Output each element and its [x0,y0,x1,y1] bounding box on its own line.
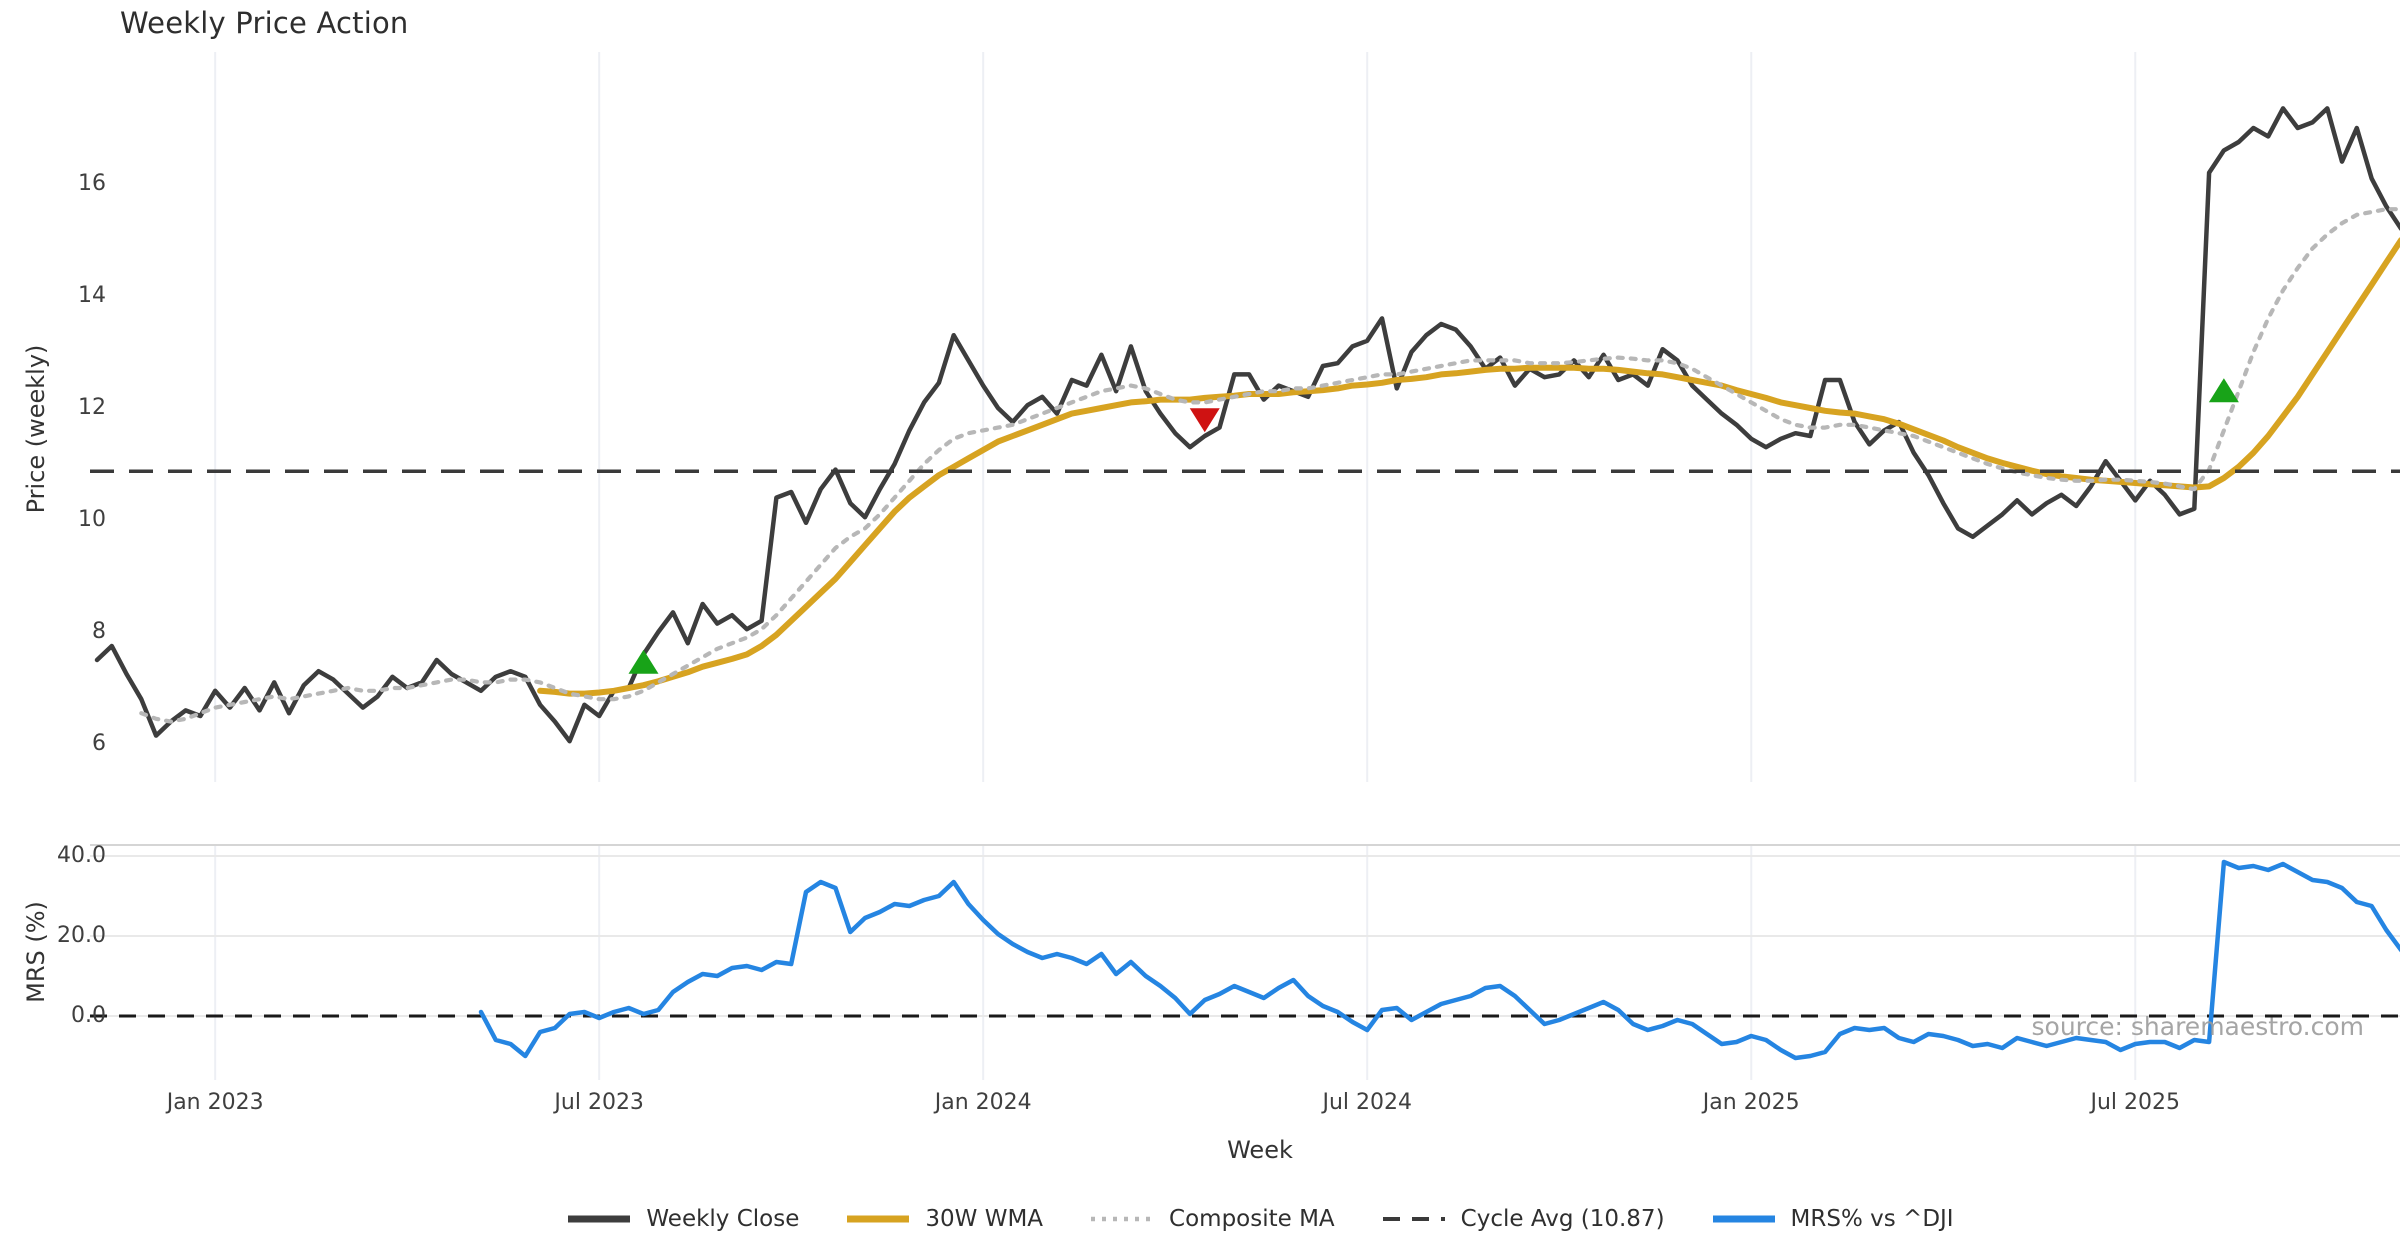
x-tick-label: Jan 2024 [934,1090,1032,1115]
price-tick-label: 12 [78,395,106,420]
series-weekly-close [94,106,2400,744]
legend-item-composite-ma: Composite MA [1089,1206,1335,1232]
legend-item-mrs: MRS% vs ^DJI [1711,1206,1954,1232]
legend-label: MRS% vs ^DJI [1790,1206,1954,1232]
price-tick-label: 8 [92,619,106,644]
chart-series [90,106,2400,1061]
mrs-swatch-icon [1712,1215,1775,1223]
buy-signal-icon [2208,378,2239,403]
cycle-avg-swatch-icon [1382,1217,1445,1221]
legend-label: Weekly Close [646,1206,800,1232]
legend-item-30w-wma: 30W WMA [845,1206,1043,1232]
composite-ma-swatch-icon [1091,1216,1154,1222]
mrs-tick-label: 0.0 [71,1003,106,1028]
x-tick-label: Jul 2024 [1322,1090,1412,1115]
x-tick-label: Jan 2023 [166,1090,264,1115]
mrs-tick-label: 20.0 [57,923,106,948]
price-tick-label: 10 [78,507,106,532]
price-axis-title: Price (weekly) [22,344,50,514]
price-tick-label: 6 [92,731,106,756]
price-tick-label: 14 [78,283,106,308]
legend-item-cycle-avg: Cycle Avg (10.87) [1381,1206,1665,1232]
sell-signal-icon [1189,408,1220,433]
legend: Weekly Close 30W WMA Composite MA Cycle … [120,1206,2400,1232]
x-axis-title: Week [1227,1136,1293,1164]
wma-swatch-icon [847,1215,910,1223]
legend-item-weekly-close: Weekly Close [566,1206,799,1232]
mrs-axis-title: MRS (%) [22,901,50,1003]
legend-label: Cycle Avg (10.87) [1460,1206,1665,1232]
legend-label: Composite MA [1169,1206,1335,1232]
price-tick-label: 16 [78,171,106,196]
mrs-tick-label: 40.0 [57,843,106,868]
x-tick-label: Jan 2025 [1702,1090,1800,1115]
series-30w-wma [537,237,2400,697]
series-composite-ma [139,207,2400,724]
page-title: Weekly Price Action [120,6,409,40]
x-tick-label: Jul 2025 [2090,1090,2181,1115]
source-watermark: source: sharemaestro.com [2031,1012,2365,1041]
legend-label: 30W WMA [925,1206,1044,1232]
series-mrs-vs-dji [478,859,2400,1061]
buy-signal-icon [628,649,659,674]
gridlines [90,52,2400,1080]
x-tick-label: Jul 2023 [554,1090,644,1115]
weekly-close-swatch-icon [568,1215,631,1223]
signal-markers [628,378,2239,674]
